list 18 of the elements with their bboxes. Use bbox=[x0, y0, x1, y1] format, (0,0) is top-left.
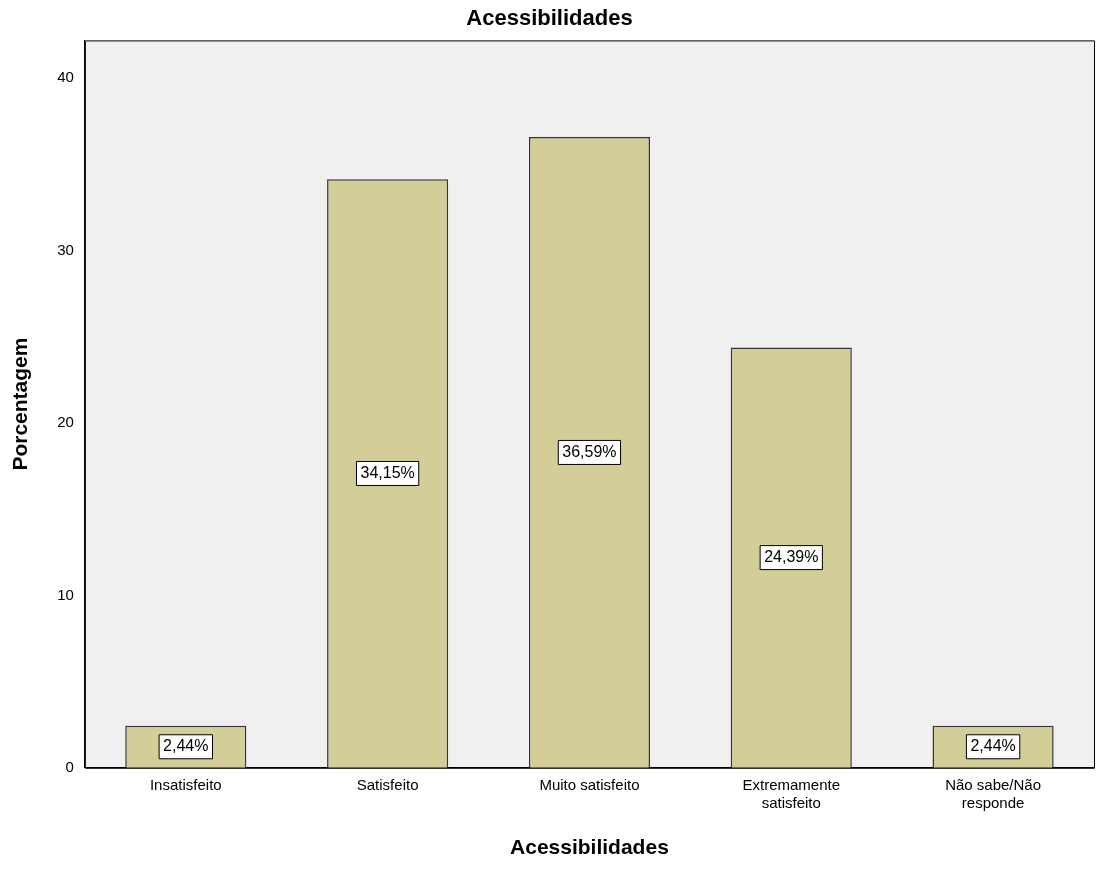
data-label: 36,59% bbox=[562, 442, 617, 460]
y-tick-label: 0 bbox=[65, 757, 74, 775]
chart-title: Acessibilidades bbox=[466, 5, 633, 31]
data-label: 34,15% bbox=[360, 463, 415, 481]
y-tick-label: 20 bbox=[57, 413, 74, 431]
y-tick-label: 30 bbox=[57, 240, 74, 258]
x-tick-label: Satisfeito bbox=[356, 775, 419, 793]
x-tick-label: Muito satisfeito bbox=[539, 775, 640, 793]
data-label: 2,44% bbox=[970, 737, 1016, 755]
x-tick-label: Não sabe/Não responde bbox=[945, 775, 1042, 811]
y-tick-label: 10 bbox=[57, 585, 74, 603]
x-tick-label: Extremamente satisfeito bbox=[742, 775, 841, 811]
data-label: 2,44% bbox=[163, 737, 209, 755]
y-tick-label: 40 bbox=[57, 68, 74, 86]
y-axis-title: Porcentagem bbox=[8, 337, 32, 471]
data-label: 24,39% bbox=[764, 548, 819, 565]
x-axis-title: Acessibilidades bbox=[510, 835, 669, 859]
x-tick-label: Insatisfeito bbox=[149, 775, 222, 793]
